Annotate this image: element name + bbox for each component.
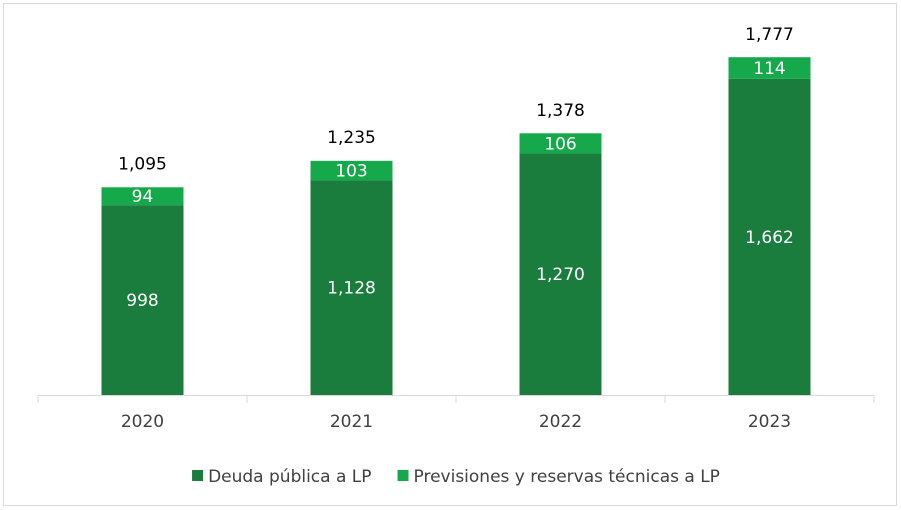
x-tick-label: 2020 bbox=[121, 412, 164, 432]
total-label: 1,777 bbox=[745, 25, 794, 45]
bar-segment bbox=[728, 78, 811, 395]
data-label: 998 bbox=[126, 291, 158, 311]
bar-segment bbox=[519, 153, 602, 395]
data-label: 1,662 bbox=[745, 228, 794, 248]
total-label: 1,378 bbox=[536, 101, 585, 121]
legend-label: Previsiones y reservas técnicas a LP bbox=[414, 467, 720, 487]
bar-segment bbox=[101, 187, 184, 206]
data-label: 1,270 bbox=[536, 265, 585, 285]
bar-segment bbox=[101, 205, 184, 395]
bar-segment bbox=[519, 133, 602, 154]
bar-segment bbox=[310, 160, 393, 181]
legend-swatch bbox=[192, 470, 204, 481]
bar-segment bbox=[310, 180, 393, 395]
x-tick-label: 2021 bbox=[330, 412, 373, 432]
legend-item: Previsiones y reservas técnicas a LP bbox=[397, 467, 720, 487]
data-label: 94 bbox=[132, 187, 154, 207]
total-label: 1,095 bbox=[118, 155, 167, 175]
data-label: 106 bbox=[544, 134, 576, 154]
data-label: 114 bbox=[753, 59, 785, 79]
x-tick-label: 2023 bbox=[748, 412, 791, 432]
legend-label: Deuda pública a LP bbox=[208, 467, 371, 487]
data-label: 103 bbox=[335, 162, 367, 182]
data-label: 1,128 bbox=[327, 279, 376, 299]
legend-item: Deuda pública a LP bbox=[192, 467, 372, 487]
total-label: 1,235 bbox=[327, 128, 376, 148]
bar-segment bbox=[728, 57, 811, 79]
legend-swatch bbox=[397, 470, 409, 481]
x-tick-label: 2022 bbox=[539, 412, 582, 432]
